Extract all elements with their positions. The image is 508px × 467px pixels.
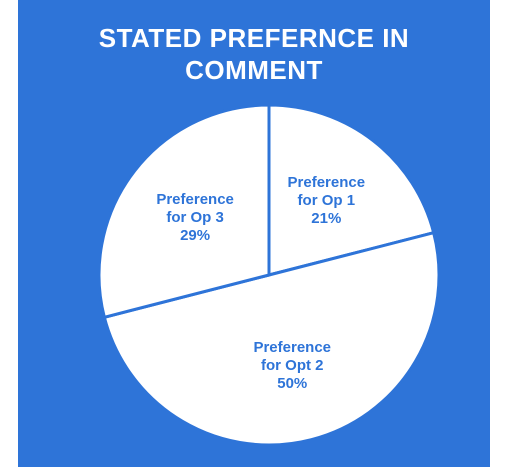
pie-slice (267, 103, 436, 277)
chart-title: STATED PREFERNCE IN COMMENT (98, 23, 410, 85)
pie-slice (97, 103, 271, 320)
slice-label: Preference for Op 3 29% (145, 191, 245, 245)
value-label: 21% (311, 210, 342, 228)
value-label: 29% (180, 226, 211, 244)
value-label: 50% (277, 374, 308, 392)
chart: STATED PREFERNCE IN COMMENT Preference f… (18, 0, 490, 467)
slice-label: Preference for Opt 2 50% (242, 339, 342, 393)
pie-svg (97, 103, 441, 447)
category-label: Preference for Op 3 (156, 190, 234, 226)
category-label: Preference for Opt 2 (253, 338, 332, 374)
slice-label: Preference for Op 1 21% (276, 174, 376, 228)
pie-slice (102, 230, 441, 447)
category-label: Preference for Op 1 (287, 174, 366, 210)
